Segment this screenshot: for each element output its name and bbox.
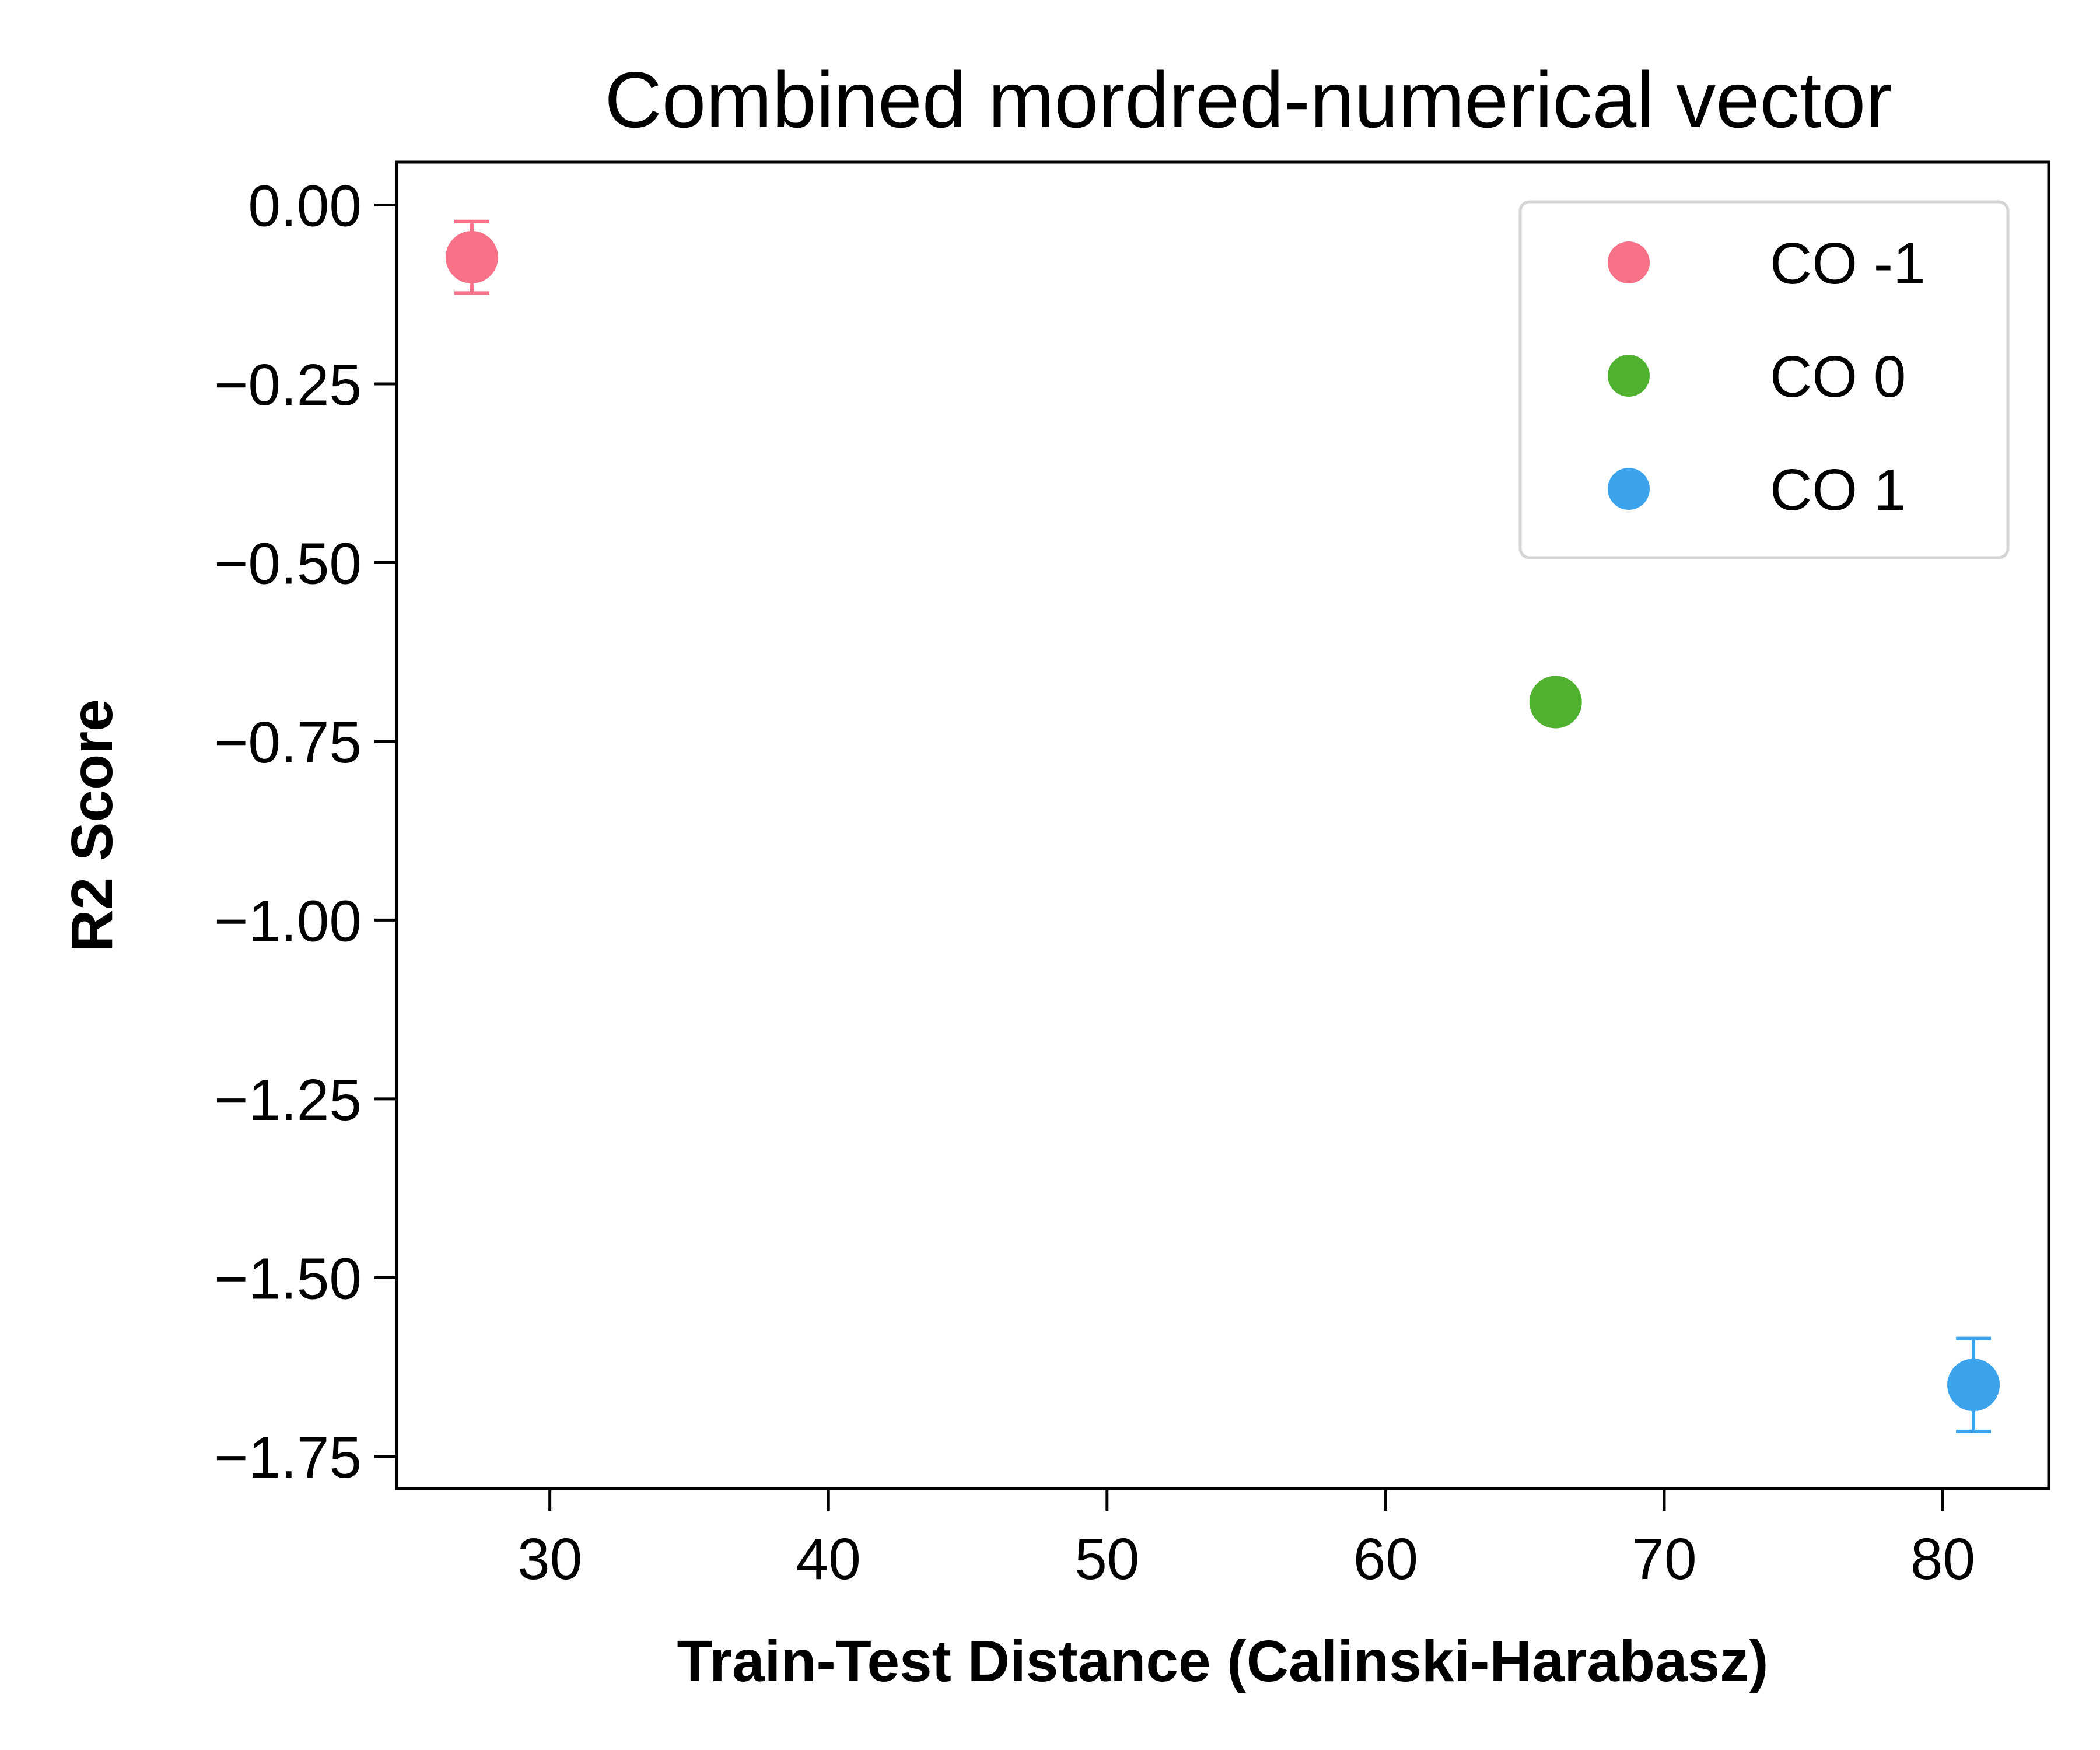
x-tick-label: 30 <box>517 1527 582 1592</box>
error-point-1 <box>1529 676 1582 729</box>
x-tick-label: 70 <box>1632 1527 1696 1592</box>
chart-title: Combined mordred-numerical vector <box>604 55 1892 144</box>
y-tick-label: −0.75 <box>214 710 362 775</box>
y-tick-label: −1.75 <box>214 1425 362 1490</box>
x-tick-label: 60 <box>1353 1527 1418 1592</box>
legend-marker <box>1608 355 1650 397</box>
plot-frame <box>395 160 2050 1490</box>
x-tick-label: 80 <box>1910 1527 1975 1592</box>
y-axis-label: R2 Score <box>60 699 125 952</box>
legend-label: CO 1 <box>1770 457 1906 523</box>
legend: CO -1 CO 0 CO 1 <box>1518 200 2010 559</box>
error-point-2 <box>1947 1336 2000 1433</box>
x-tick-label: 50 <box>1074 1527 1139 1592</box>
x-axis-label: Train-Test Distance (Calinski-Harabasz) <box>677 1629 1769 1694</box>
data-points <box>445 219 2000 1433</box>
legend-box <box>1518 200 2010 559</box>
y-tick-label: −1.25 <box>214 1068 362 1133</box>
data-point <box>445 231 498 284</box>
data-point <box>1947 1359 2000 1412</box>
error-point-0 <box>445 219 498 295</box>
legend-label: CO 0 <box>1770 344 1906 410</box>
y-tick-label: 0.00 <box>248 174 362 239</box>
y-axis: 0.00 −0.25 −0.50 −0.75 −1.00 −1.25 −1.50 −1.75 <box>214 174 397 1490</box>
y-tick-label: −0.25 <box>214 352 362 418</box>
y-tick-label: −1.50 <box>214 1246 362 1311</box>
legend-marker <box>1608 242 1650 284</box>
legend-marker <box>1608 468 1650 510</box>
y-tick-label: −0.50 <box>214 531 362 596</box>
x-tick-label: 40 <box>796 1527 861 1592</box>
data-point <box>1529 676 1582 729</box>
legend-label: CO -1 <box>1770 231 1926 296</box>
x-axis: 30 40 50 60 70 80 <box>517 1489 1975 1592</box>
y-tick-label: −1.00 <box>214 888 362 954</box>
